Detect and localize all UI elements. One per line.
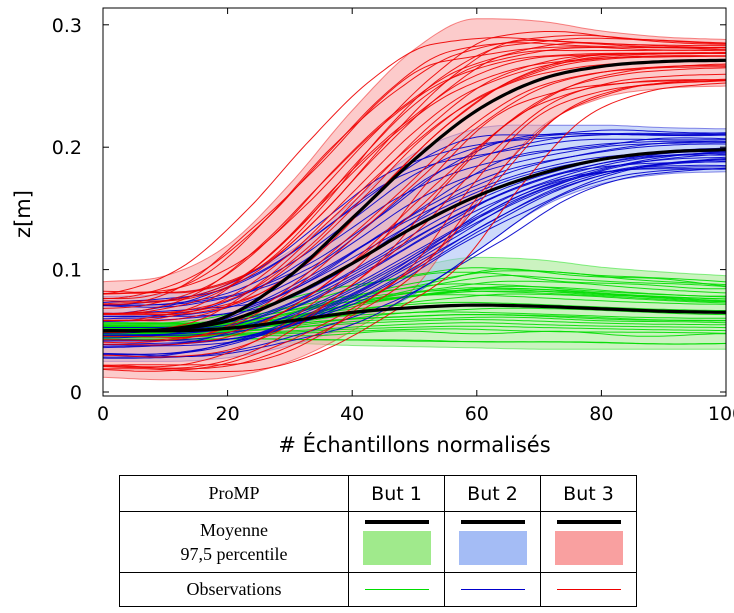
observation-series-3 bbox=[103, 79, 726, 369]
observation-series-2 bbox=[103, 168, 726, 358]
observation-series-3 bbox=[103, 82, 726, 373]
legend-mean-swatch-3 bbox=[556, 519, 621, 524]
legend-goal-3: But 3 bbox=[540, 475, 637, 512]
legend-mean-label: Moyenne bbox=[200, 520, 268, 540]
observation-series-1 bbox=[103, 330, 726, 338]
legend-table: ProMP But 1 But 2 But 3 Moyenne 97,5 per… bbox=[119, 475, 637, 607]
observation-series-3 bbox=[103, 39, 726, 300]
observation-series-2 bbox=[103, 142, 726, 320]
observation-series-2 bbox=[103, 152, 726, 336]
mean-line-series-2 bbox=[103, 148, 726, 333]
observation-series-2 bbox=[103, 140, 726, 317]
mean-line-series-1 bbox=[103, 303, 726, 333]
x-tick-label: 80 bbox=[589, 403, 613, 425]
x-axis-title: # Échantillons normalisés bbox=[278, 432, 550, 457]
x-tick-label: 0 bbox=[97, 403, 109, 425]
plot-frame bbox=[102, 7, 727, 397]
observation-series-2 bbox=[103, 138, 726, 315]
legend-goal-1: But 1 bbox=[348, 475, 445, 512]
observation-series-3 bbox=[103, 63, 726, 338]
observation-series-2 bbox=[103, 168, 726, 359]
plot-area bbox=[103, 18, 726, 381]
observation-series-3 bbox=[103, 79, 726, 370]
observation-series-2 bbox=[103, 167, 726, 357]
y-tick-label: 0.3 bbox=[52, 15, 82, 37]
observation-series-1 bbox=[103, 316, 726, 335]
observation-series-2 bbox=[103, 149, 726, 331]
legend-header: ProMP bbox=[119, 475, 349, 512]
observation-series-3 bbox=[103, 67, 726, 346]
x-tick-label: 20 bbox=[216, 403, 240, 425]
observation-series-2 bbox=[103, 132, 726, 306]
legend-mean-band-label: Moyenne 97,5 percentile bbox=[119, 511, 349, 573]
observation-series-3 bbox=[103, 55, 726, 322]
observation-series-3 bbox=[103, 52, 726, 315]
legend-obs-cell-1 bbox=[348, 572, 445, 607]
legend-obs-cell-3 bbox=[540, 572, 637, 607]
observation-series-3 bbox=[103, 42, 726, 302]
observation-series-3 bbox=[103, 73, 726, 358]
y-tick-label: 0 bbox=[70, 382, 82, 404]
observation-series-3 bbox=[103, 37, 726, 294]
observation-series-3 bbox=[103, 80, 726, 372]
x-tick-label: 40 bbox=[340, 403, 364, 425]
observation-series-3 bbox=[103, 42, 726, 300]
legend-obs-cell-2 bbox=[444, 572, 541, 607]
x-tick-label: 100 bbox=[708, 403, 734, 425]
mean-line-series-3 bbox=[103, 58, 726, 333]
observation-series-3 bbox=[103, 31, 726, 295]
observation-series-1 bbox=[103, 338, 726, 345]
legend-swatch-cell-1 bbox=[348, 511, 445, 573]
x-tick-label: 60 bbox=[465, 403, 489, 425]
observation-series-3 bbox=[103, 55, 726, 322]
observation-series-1 bbox=[103, 271, 726, 325]
legend-band-swatch-3 bbox=[554, 530, 623, 565]
legend-band-swatch-2 bbox=[458, 530, 527, 565]
legend-swatch-cell-2 bbox=[444, 511, 541, 573]
observation-series-3 bbox=[103, 66, 726, 344]
legend-obs-swatch-3 bbox=[556, 589, 621, 590]
legend-obs-label: Observations bbox=[119, 572, 349, 607]
legend-mean-swatch-1 bbox=[364, 519, 429, 524]
axis-ticks: 0 20 40 60 80 100 0 0.1 0.2 0.3 bbox=[52, 8, 734, 425]
chart: 0 20 40 60 80 100 0 0.1 0.2 0.3 # Échantillons no… bbox=[11, 7, 734, 457]
y-tick-label: 0.1 bbox=[52, 260, 82, 282]
y-tick-label: 0.2 bbox=[52, 137, 82, 159]
legend-band-label: 97,5 percentile bbox=[180, 544, 288, 564]
observation-series-3 bbox=[103, 49, 726, 309]
legend-band-swatch-1 bbox=[362, 530, 431, 565]
y-axis-title: z[m] bbox=[11, 190, 35, 238]
legend-mean-swatch-2 bbox=[460, 519, 525, 524]
legend-swatch-cell-3 bbox=[540, 511, 637, 573]
legend-obs-swatch-1 bbox=[364, 589, 429, 590]
legend-obs-swatch-2 bbox=[460, 589, 525, 590]
legend-goal-2: But 2 bbox=[444, 475, 541, 512]
